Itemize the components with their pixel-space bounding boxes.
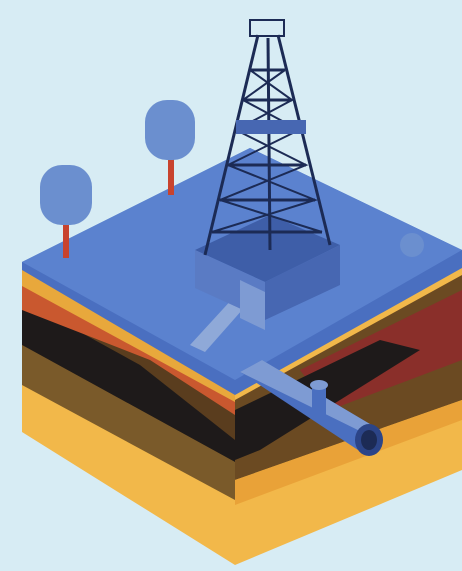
tree [145, 100, 195, 195]
crown-block [249, 19, 285, 37]
pipe [240, 360, 383, 456]
tree [40, 165, 92, 258]
rig-deck [236, 120, 306, 134]
left-face [22, 262, 235, 565]
bush [400, 233, 424, 257]
